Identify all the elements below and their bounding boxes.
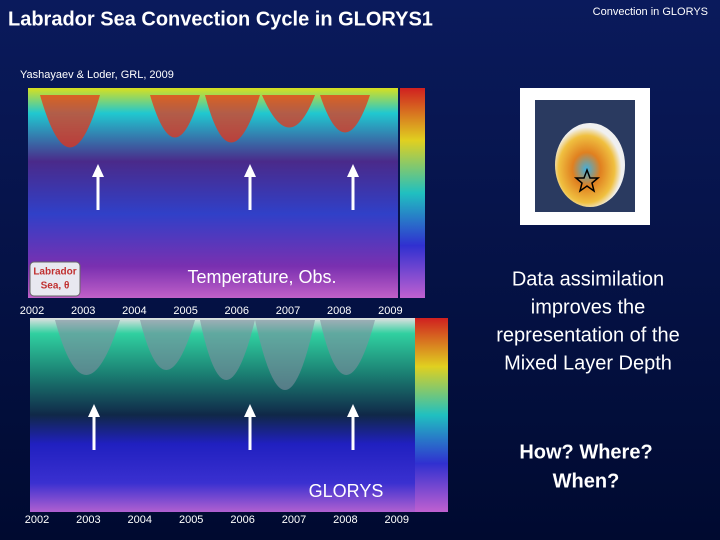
citation: Yashayaev & Loder, GRL, 2009 xyxy=(20,69,174,81)
convection-bands xyxy=(55,320,375,390)
year-label: 2009 xyxy=(378,305,402,317)
year-label: 2007 xyxy=(282,514,306,526)
inset-box xyxy=(29,261,81,297)
colorbar xyxy=(400,88,425,298)
panel-label: Temperature, Obs. xyxy=(187,267,336,287)
title: Labrador Sea Convection Cycle in GLORYS1 xyxy=(8,8,433,30)
body-line: Data assimilation xyxy=(512,268,664,290)
question-line: When? xyxy=(553,470,620,492)
body-line: Mixed Layer Depth xyxy=(504,352,672,374)
year-label: 2002 xyxy=(20,305,44,317)
map-image xyxy=(520,88,650,225)
body-line: improves the xyxy=(531,296,646,318)
year-label: 2006 xyxy=(225,305,249,317)
header-tag: Convection in GLORYS xyxy=(593,6,708,18)
year-label: 2004 xyxy=(122,305,146,317)
question-line: How? Where? xyxy=(519,441,652,463)
right-text: Data assimilation improves the representat… xyxy=(496,268,679,492)
star xyxy=(573,167,601,193)
body-line: representation of the xyxy=(496,324,679,346)
year-label: 2009 xyxy=(385,514,409,526)
colorbar xyxy=(415,318,448,512)
year-label: 2005 xyxy=(173,305,197,317)
inset-label: Sea, θ xyxy=(41,281,70,292)
inset-label: Labrador xyxy=(33,267,76,278)
obs-plot: Labrador Sea, θ Temperature, Obs. xyxy=(28,88,425,298)
arrows xyxy=(88,164,359,450)
model-plot: GLORYS xyxy=(30,318,448,512)
year-label: 2004 xyxy=(128,514,152,526)
year-label: 2002 xyxy=(25,514,49,526)
year-label: 2005 xyxy=(179,514,203,526)
year-label: 2003 xyxy=(71,305,95,317)
year-labels: 2002 2003 2004 2005 2006 2007 2008 2009 2002 2003… xyxy=(20,305,409,526)
map-field xyxy=(555,123,625,207)
year-label: 2007 xyxy=(276,305,300,317)
year-label: 2006 xyxy=(230,514,254,526)
year-label: 2008 xyxy=(333,514,357,526)
convection-bands xyxy=(40,95,370,148)
year-label: 2008 xyxy=(327,305,351,317)
panel-label: GLORYS xyxy=(309,481,384,501)
year-label: 2003 xyxy=(76,514,100,526)
